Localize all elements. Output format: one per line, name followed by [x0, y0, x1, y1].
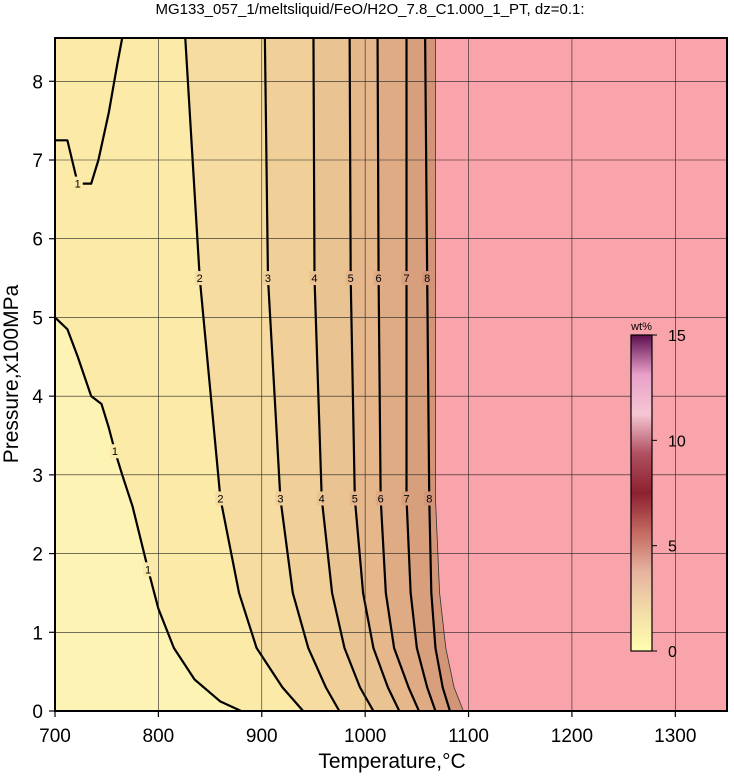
contour-label-bg — [401, 491, 412, 506]
contour-label: 6 — [376, 273, 382, 285]
x-tick-label: 800 — [143, 726, 175, 747]
contour-label: 2 — [217, 493, 223, 505]
contour-label: 7 — [403, 273, 409, 285]
contour-label: 7 — [403, 493, 409, 505]
x-axis-title: Temperature,°C — [318, 750, 465, 773]
contour-label-bg — [345, 271, 356, 286]
contour-label-bg — [422, 271, 433, 286]
contour-label: 6 — [378, 493, 384, 505]
colorbar-label: wt% — [630, 321, 652, 333]
y-tick-label: 5 — [32, 308, 43, 329]
contour-label: 5 — [352, 493, 358, 505]
y-axis-title: Pressure,x100MPa — [0, 284, 23, 463]
chart-title: MG133_057_1/meltsliquid/FeO/H2O_7.8_C1.0… — [155, 1, 584, 18]
colorbar-tick-label: 0 — [668, 644, 677, 661]
boundary-line — [435, 38, 464, 711]
contour-label: 1 — [75, 179, 81, 191]
y-tick-label: 3 — [32, 466, 43, 487]
contour-label-bg — [375, 491, 386, 506]
contour-label-bg — [424, 491, 435, 506]
contour-label: 5 — [348, 273, 354, 285]
contour-label: 3 — [265, 273, 271, 285]
contour-label: 4 — [319, 493, 325, 505]
contour-label-bg — [194, 271, 205, 286]
x-tick-label: 1300 — [654, 726, 696, 747]
y-tick-label: 8 — [32, 72, 43, 93]
colorbar — [630, 334, 653, 652]
y-tick-label: 4 — [32, 387, 43, 408]
colorbar-tick-label: 15 — [668, 328, 686, 345]
contour-label-bg — [316, 491, 327, 506]
y-tick-label: 7 — [32, 151, 43, 172]
contour-label-bg — [262, 271, 273, 286]
x-tick-label: 1000 — [344, 726, 386, 747]
contour-label: 1 — [112, 446, 118, 458]
contour-label: 2 — [197, 273, 203, 285]
y-tick-label: 0 — [32, 702, 43, 723]
x-tick-label: 700 — [39, 726, 71, 747]
contour-label: 8 — [426, 493, 432, 505]
contour-label-bg — [109, 444, 120, 459]
colorbar-tick-label: 5 — [668, 539, 677, 556]
contour-label-bg — [143, 562, 154, 577]
contour-label-bg — [373, 271, 384, 286]
contour-label-bg — [349, 491, 360, 506]
contour-label: 1 — [145, 564, 151, 576]
y-tick-label: 1 — [32, 623, 43, 644]
y-tick-label: 6 — [32, 230, 43, 251]
contour-label-bg — [275, 491, 286, 506]
colorbar-tick-label: 10 — [668, 433, 686, 450]
x-tick-label: 1100 — [448, 726, 489, 747]
boundary-region — [435, 38, 727, 711]
x-tick-label: 900 — [246, 726, 278, 747]
contour-label-bg — [72, 176, 83, 191]
contour-label: 4 — [311, 273, 317, 285]
contour-label-bg — [401, 271, 412, 286]
plot-frame — [54, 37, 728, 712]
y-tick-label: 2 — [32, 545, 43, 566]
contour-label: 3 — [277, 493, 283, 505]
x-tick-label: 1200 — [551, 726, 593, 747]
contour-label-bg — [309, 271, 320, 286]
contour-label-bg — [215, 491, 226, 506]
contour-label: 8 — [424, 273, 430, 285]
